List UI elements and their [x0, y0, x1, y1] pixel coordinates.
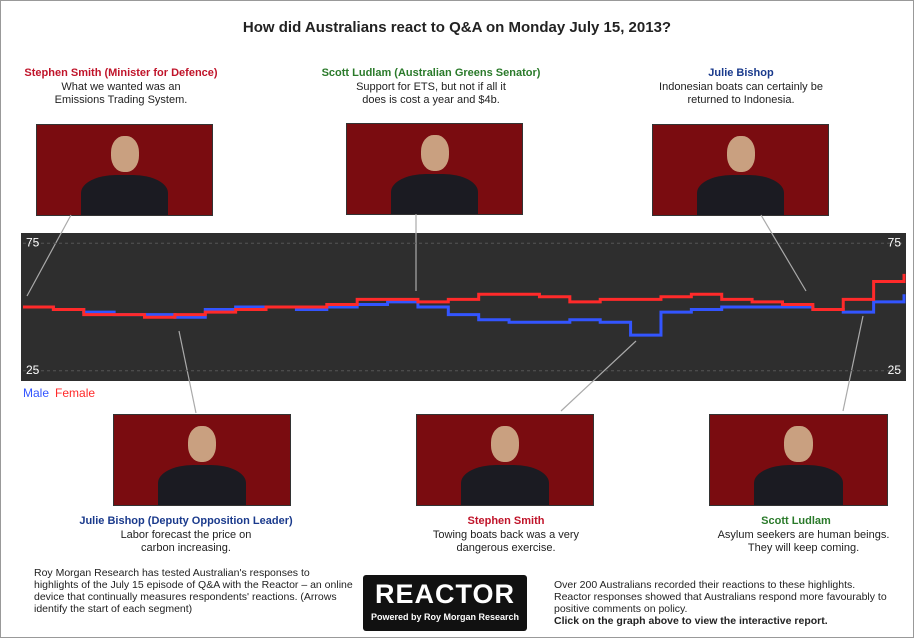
- speaker-quote: Towing boats back was a very dangerous e…: [432, 529, 580, 554]
- speaker-name: Stephen Smith (Minister for Defence): [24, 67, 218, 79]
- series-line: [23, 273, 906, 319]
- logo: REACTOR Powered by Roy Morgan Research: [363, 575, 527, 631]
- y-tick-label: 75: [26, 235, 40, 249]
- speaker-photo: [36, 124, 213, 216]
- y2-tick-label: 75: [888, 235, 902, 249]
- logo-name: REACTOR: [374, 579, 515, 609]
- description: Roy Morgan Research has tested Australia…: [34, 567, 353, 615]
- speaker-quote: Labor forecast the price on carbon incre…: [120, 529, 252, 554]
- y-tick-label: 25: [26, 363, 40, 377]
- summary: Over 200 Australians recorded their reac…: [554, 579, 887, 615]
- speaker-quote: Asylum seekers are human beings. They wi…: [717, 529, 890, 554]
- speaker-quote: Support for ETS, but not if all it does …: [356, 81, 506, 106]
- logo-tagline: Powered by Roy Morgan Research: [370, 612, 520, 622]
- speaker-name: Julie Bishop: [708, 67, 774, 79]
- speaker-photo: [113, 414, 291, 506]
- cta[interactable]: Click on the graph above to view the int…: [554, 615, 828, 627]
- legend-entry: Male: [23, 386, 49, 400]
- speaker-photo: [416, 414, 594, 506]
- speaker-photo: [346, 123, 523, 215]
- speaker-name: Stephen Smith: [467, 515, 545, 527]
- speaker-quote: Indonesian boats can certainly be return…: [659, 81, 823, 106]
- y2-tick-label: 25: [888, 363, 902, 377]
- speaker-photo: [709, 414, 888, 506]
- legend-entry: Female: [55, 386, 95, 400]
- arrows: [26, 214, 864, 414]
- speaker-photo: [652, 124, 829, 216]
- speaker-quote: What we wanted was an Emissions Trading …: [54, 81, 188, 106]
- speaker-name: Julie Bishop (Deputy Opposition Leader): [79, 515, 293, 527]
- series-line: [23, 294, 906, 337]
- title: How did Australians react to Q&A on Mond…: [242, 19, 672, 36]
- speaker-name: Scott Ludlam (Australian Greens Senator): [321, 67, 541, 79]
- plot-background: [21, 233, 906, 381]
- speaker-name: Scott Ludlam: [761, 515, 831, 527]
